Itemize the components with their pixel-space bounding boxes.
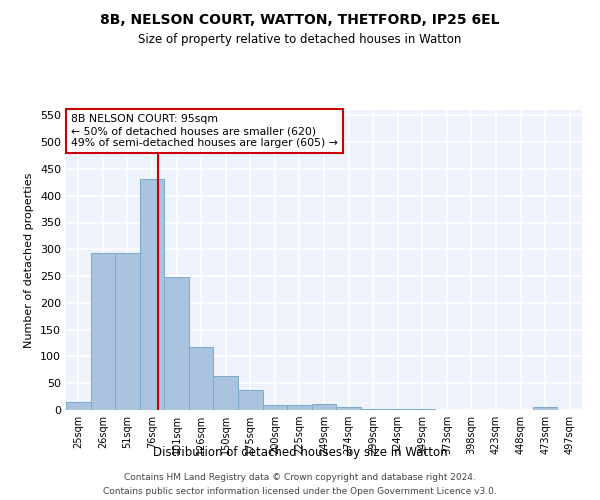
Text: Size of property relative to detached houses in Watton: Size of property relative to detached ho… [139,32,461,46]
Text: Distribution of detached houses by size in Watton: Distribution of detached houses by size … [152,446,448,459]
Bar [263,404,287,410]
Text: 8B NELSON COURT: 95sqm
← 50% of detached houses are smaller (620)
49% of semi-de: 8B NELSON COURT: 95sqm ← 50% of detached… [71,114,338,148]
Bar [336,408,361,410]
Text: 8B, NELSON COURT, WATTON, THETFORD, IP25 6EL: 8B, NELSON COURT, WATTON, THETFORD, IP25… [100,12,500,26]
Bar [410,409,434,410]
Text: Contains HM Land Registry data © Crown copyright and database right 2024.: Contains HM Land Registry data © Crown c… [124,473,476,482]
Y-axis label: Number of detached properties: Number of detached properties [25,172,34,348]
Bar [189,347,214,410]
Bar [91,253,115,410]
Bar [533,408,557,410]
Bar [164,277,189,410]
Bar [214,376,238,410]
Bar [287,404,312,410]
Bar [361,409,385,410]
Bar [66,402,91,410]
Text: Contains public sector information licensed under the Open Government Licence v3: Contains public sector information licen… [103,486,497,496]
Bar [312,404,336,410]
Bar [140,178,164,410]
Bar [385,409,410,410]
Bar [115,253,140,410]
Bar [238,390,263,410]
